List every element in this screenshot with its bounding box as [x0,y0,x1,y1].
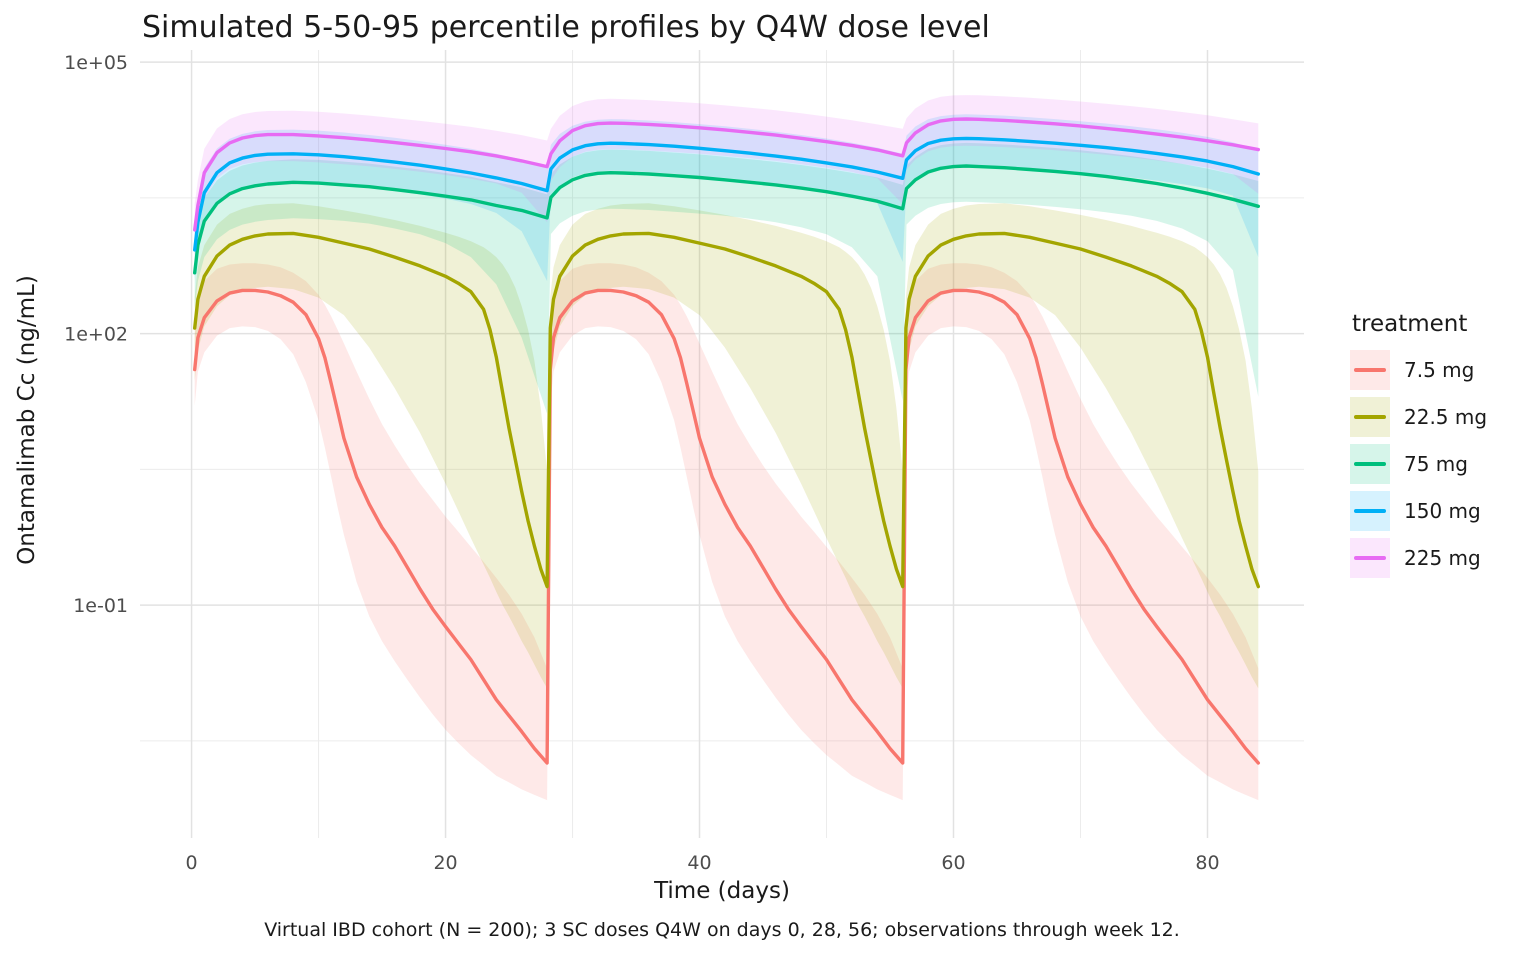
legend-median-line [1354,509,1386,513]
median-line-75mg [193,164,1260,275]
y-axis-label: Ontamalimab Cc (ng/mL) [14,275,40,565]
median-line-22.5mg [193,231,1260,589]
legend-key-swatch [1350,538,1390,578]
legend-median-line [1354,368,1386,372]
legend-item-22.5mg: 22.5 mg [1350,397,1487,437]
legend-key-swatch [1350,397,1390,437]
y-tick-label: 1e-01 [73,595,128,617]
legend-item-7.5mg: 7.5 mg [1350,350,1487,390]
figure-caption: Virtual IBD cohort (N = 200); 3 SC doses… [264,919,1180,941]
median-line-7.5mg [193,288,1260,765]
ribbon-5-95-75mg [194,142,1259,414]
legend-median-line [1354,462,1386,466]
x-axis-label: Time (days) [654,878,790,904]
ribbon-5-95-22.5mg [194,203,1259,689]
legend-item-150mg: 150 mg [1350,491,1487,531]
legend-item-75mg: 75 mg [1350,444,1487,484]
legend-key-swatch [1350,491,1390,531]
ribbon-5-95-7.5mg [194,263,1259,801]
legend-label: 225 mg [1404,546,1481,570]
y-tick-label: 1e+02 [64,324,128,346]
y-tick-label: 1e+05 [64,52,128,74]
legend-items: 7.5 mg 22.5 mg 75 mg 150 mg 225 mg [1350,350,1487,578]
legend-median-line [1354,556,1386,560]
x-tick-label: 40 [687,852,711,874]
ribbon-5-95-225mg [194,95,1259,256]
legend-key-swatch [1350,444,1390,484]
ribbon-5-95-150mg [194,114,1259,282]
legend-label: 7.5 mg [1404,358,1475,382]
x-tick-label: 20 [433,852,457,874]
median-line-225mg [193,117,1260,232]
legend-key-swatch [1350,350,1390,390]
legend-title: treatment [1352,311,1468,337]
legend-label: 150 mg [1404,499,1481,523]
chart-title: Simulated 5-50-95 percentile profiles by… [142,10,990,45]
legend-median-line [1354,415,1386,419]
legend-label: 75 mg [1404,452,1468,476]
legend: treatment 7.5 mg 22.5 mg 75 mg 150 mg 225 mg [1350,311,1487,585]
legend-item-225mg: 225 mg [1350,538,1487,578]
median-line-150mg [193,136,1260,252]
legend-label: 22.5 mg [1404,405,1488,429]
x-tick-label: 60 [941,852,965,874]
x-tick-label: 0 [186,852,198,874]
x-tick-label: 80 [1195,852,1219,874]
